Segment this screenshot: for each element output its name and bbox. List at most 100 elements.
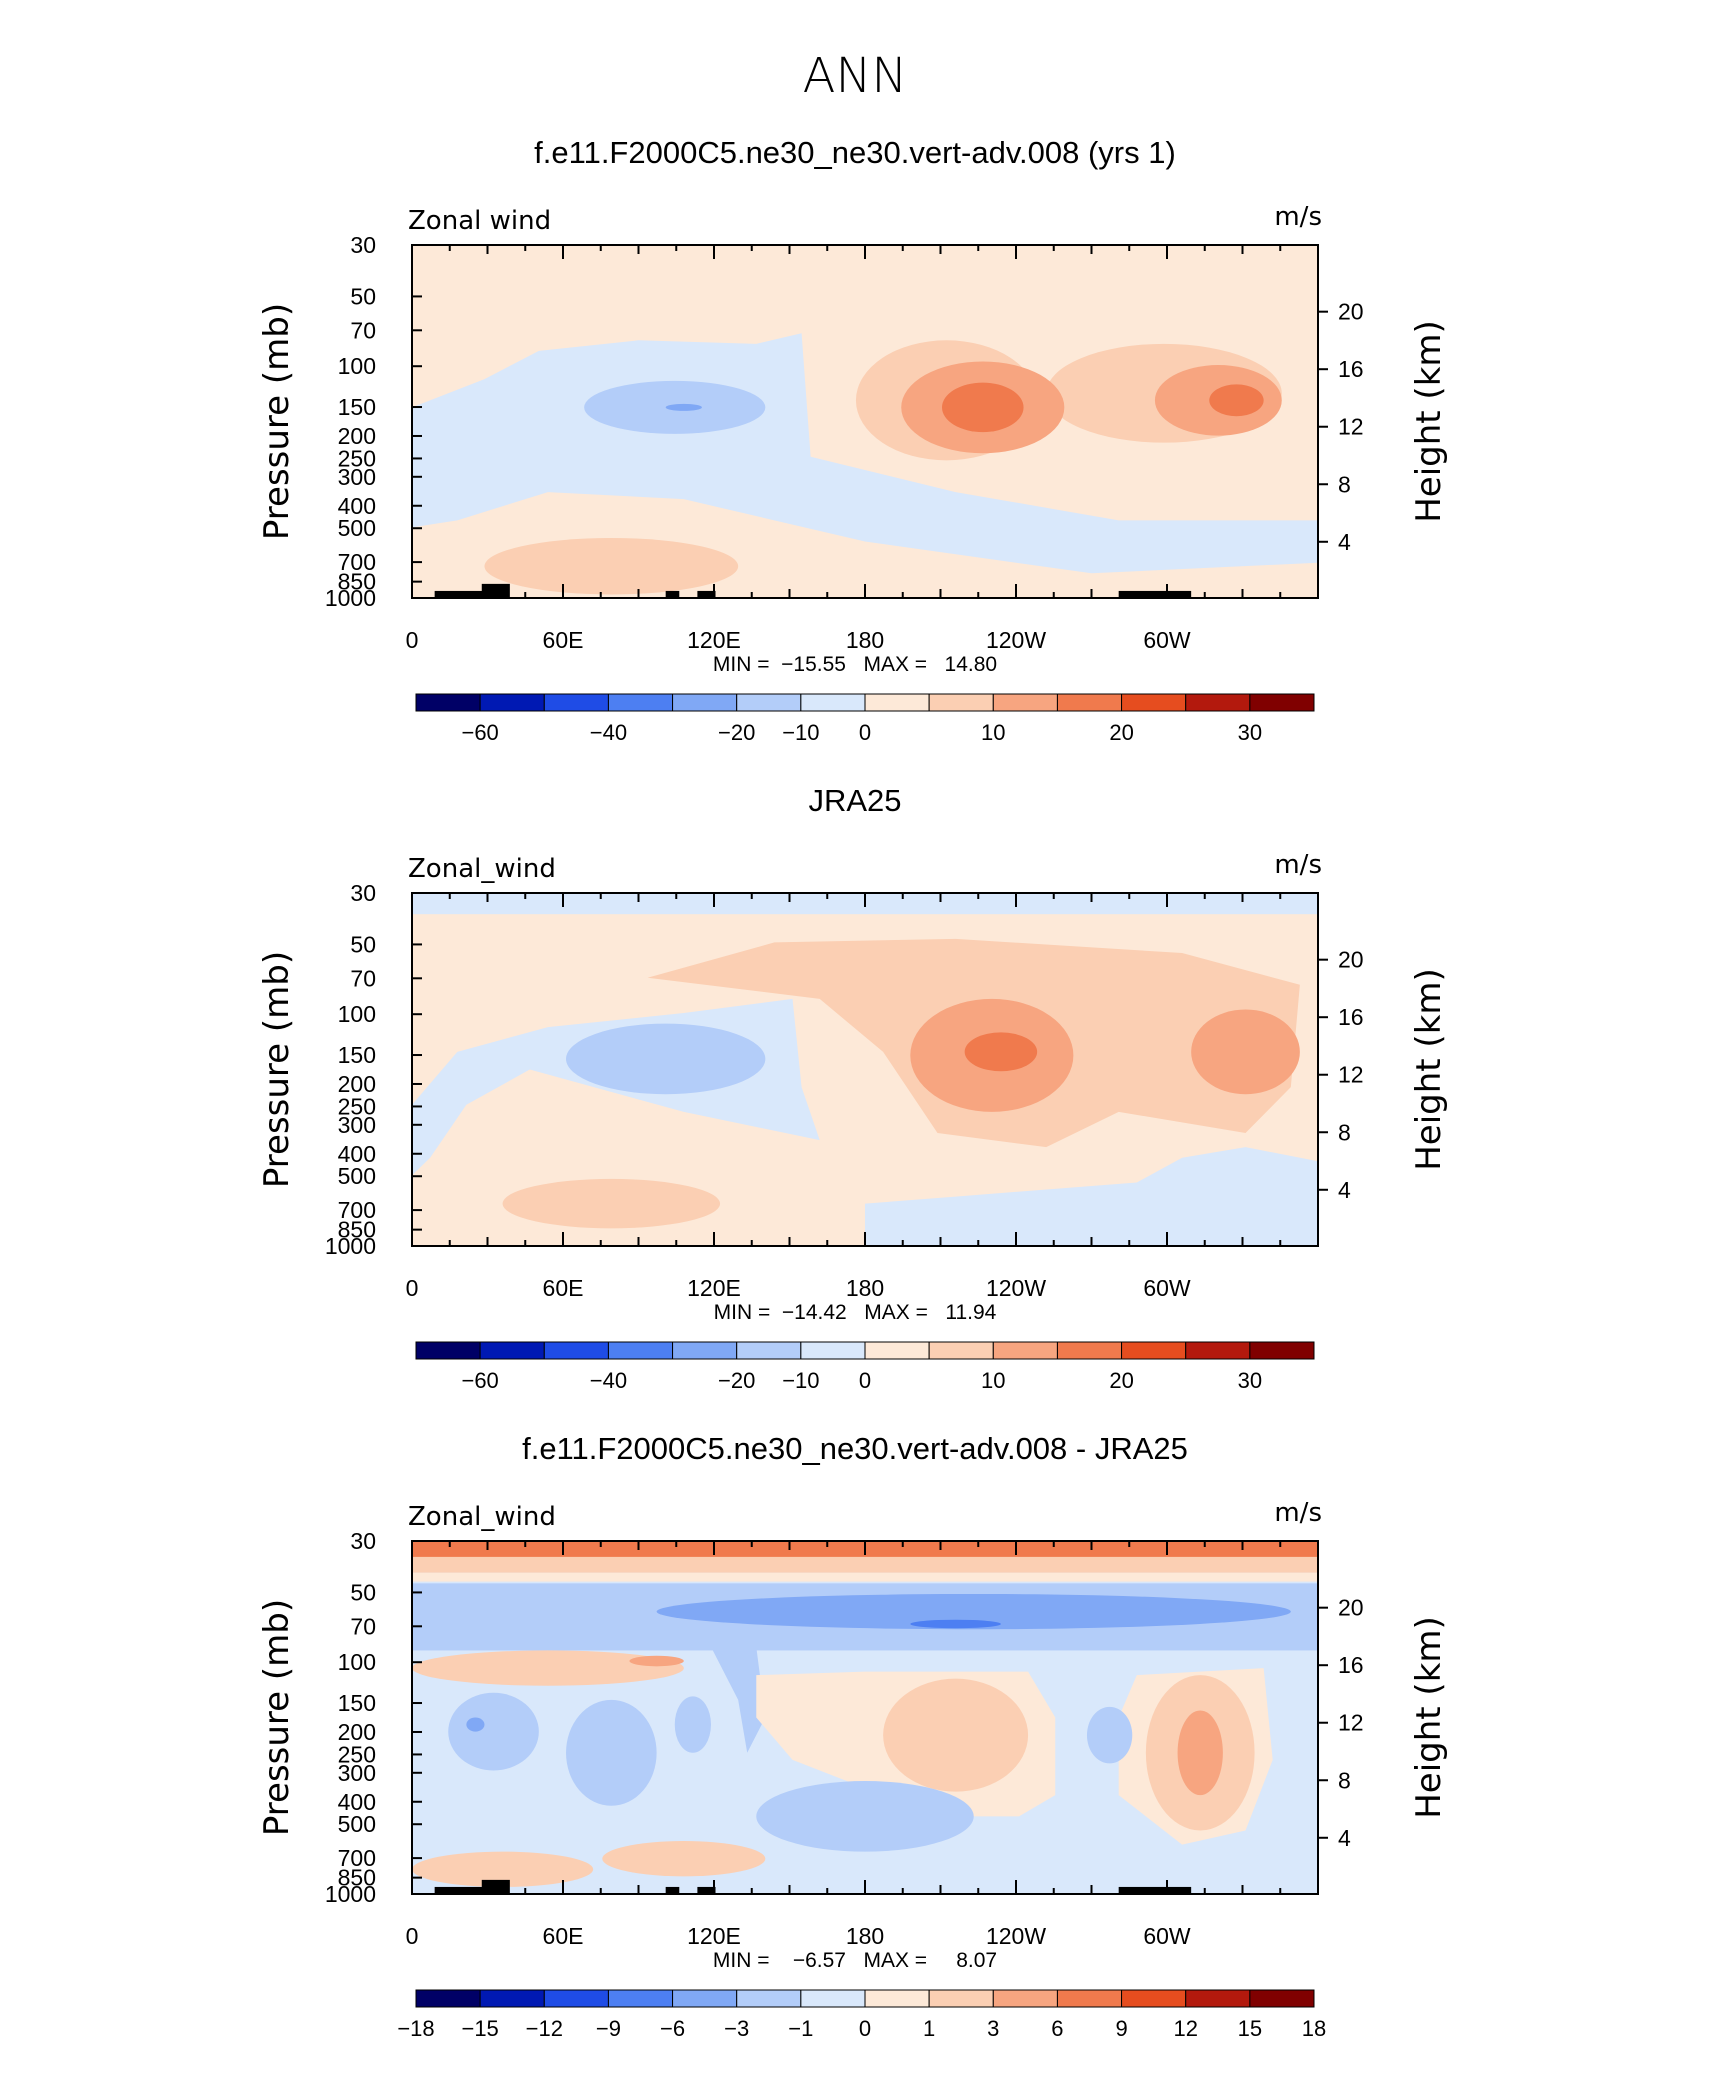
y-axis-label: Pressure (mb) [257,1599,297,1836]
panel-title: f.e11.F2000C5.ne30_ne30.vert-adv.008 - J… [522,1431,1188,1466]
contour-positive [502,1178,721,1229]
y-tick-label: 500 [338,1811,376,1837]
contour-negative [865,1147,1318,1246]
panel-3: f.e11.F2000C5.ne30_ne30.vert-adv.008 - J… [257,1431,1449,2041]
colorbar-label: 30 [1238,720,1262,745]
colorbar-swatch [1249,1341,1315,1360]
y-tick-label: 300 [338,1112,376,1138]
y-tick-label: 250 [338,1741,376,1767]
colorbar-label: −20 [718,720,755,745]
contour-negative [448,1692,539,1771]
contour-positive [883,1678,1029,1792]
colorbar-label: −1 [788,2016,813,2041]
colorbar-swatch [928,1341,994,1360]
contour-positive [629,1655,684,1667]
contour-positive [602,1841,766,1877]
colorbar-label: −40 [590,1368,627,1393]
y-tick-label: 300 [338,1760,376,1786]
x-tick-label: 60E [543,1275,584,1301]
y-right-tick-label: 12 [1338,1710,1364,1736]
figure-title: ANN [803,48,908,104]
y-tick-label: 30 [350,880,376,906]
colorbar-swatch [864,1341,930,1360]
colorbar-label: 10 [981,720,1005,745]
contour-positive [942,382,1024,433]
units-label: m/s [1274,850,1322,880]
colorbar-label: 9 [1115,2016,1127,2041]
colorbar-label: 18 [1302,2016,1326,2041]
y-tick-label: 250 [338,1093,376,1119]
colorbar-swatch [736,1989,802,2008]
x-tick-label: 0 [406,1275,419,1301]
colorbar-swatch [607,693,674,712]
y-right-tick-label: 8 [1338,1119,1351,1145]
y-tick-label: 70 [350,1613,376,1639]
colorbar-label: −15 [461,2016,498,2041]
colorbar-swatch [928,693,994,712]
y-tick-label: 850 [338,1865,376,1891]
colorbar-swatch [479,1341,545,1360]
topography [697,1886,716,1894]
topography [1118,1886,1192,1894]
colorbar-swatch [1121,1341,1187,1360]
y-right-axis-label: Height (km) [1409,1616,1449,1819]
contour-positive [964,1032,1038,1072]
colorbar-label: 20 [1109,720,1133,745]
colorbar-swatch [479,693,545,712]
y-tick-label: 50 [350,1579,376,1605]
y-right-tick-label: 20 [1338,1595,1364,1621]
x-tick-label: 60E [543,627,584,653]
y-tick-label: 70 [350,317,376,343]
y-tick-label: 250 [338,445,376,471]
y-tick-label: 850 [338,1217,376,1243]
colorbar-swatch [1185,693,1251,712]
colorbar-label: 0 [859,2016,871,2041]
y-tick-label: 400 [338,1789,376,1815]
y-tick-label: 300 [338,464,376,490]
y-tick-label: 700 [338,549,376,575]
colorbar-swatch [864,1989,930,2008]
panel-title: JRA25 [808,783,901,818]
y-tick-label: 50 [350,283,376,309]
topography [665,1886,680,1894]
colorbar-swatch [800,693,866,712]
y-tick-label: 200 [338,1719,376,1745]
contour-negative [674,1696,711,1753]
units-label: m/s [1274,1498,1322,1528]
colorbar-swatch [1056,1989,1123,2008]
y-tick-label: 500 [338,1163,376,1189]
colorbar-swatch [1056,1341,1123,1360]
colorbar-label: 20 [1109,1368,1133,1393]
y-right-tick-label: 4 [1338,1177,1351,1203]
x-tick-label: 60E [543,1923,584,1949]
contour-negative [910,1619,1001,1629]
y-tick-label: 400 [338,493,376,519]
colorbar-label: −40 [590,720,627,745]
y-right-tick-label: 12 [1338,414,1364,440]
y-right-axis-label: Height (km) [1409,968,1449,1171]
colorbar-label: −60 [461,720,498,745]
y-right-tick-label: 4 [1338,529,1351,555]
x-tick-label: 120W [986,1923,1046,1949]
y-tick-label: 1000 [325,1233,376,1259]
y-tick-label: 700 [338,1197,376,1223]
colorbar-swatch [992,1989,1058,2008]
y-tick-label: 200 [338,423,376,449]
topography [697,590,716,598]
topography [665,590,680,598]
colorbar-swatch [864,693,930,712]
colorbar-swatch [992,1341,1058,1360]
x-tick-label: 120W [986,627,1046,653]
colorbar-label: −9 [596,2016,621,2041]
topography [481,583,510,598]
panel-title: f.e11.F2000C5.ne30_ne30.vert-adv.008 (yr… [534,135,1176,170]
colorbar-swatch [672,1989,738,2008]
colorbar-swatch [1185,1341,1251,1360]
y-right-axis-label: Height (km) [1409,320,1449,523]
contour-negative [665,403,702,411]
colorbar-label: 15 [1238,2016,1262,2041]
colorbar-swatch [543,1341,609,1360]
contour-negative [566,1699,657,1806]
